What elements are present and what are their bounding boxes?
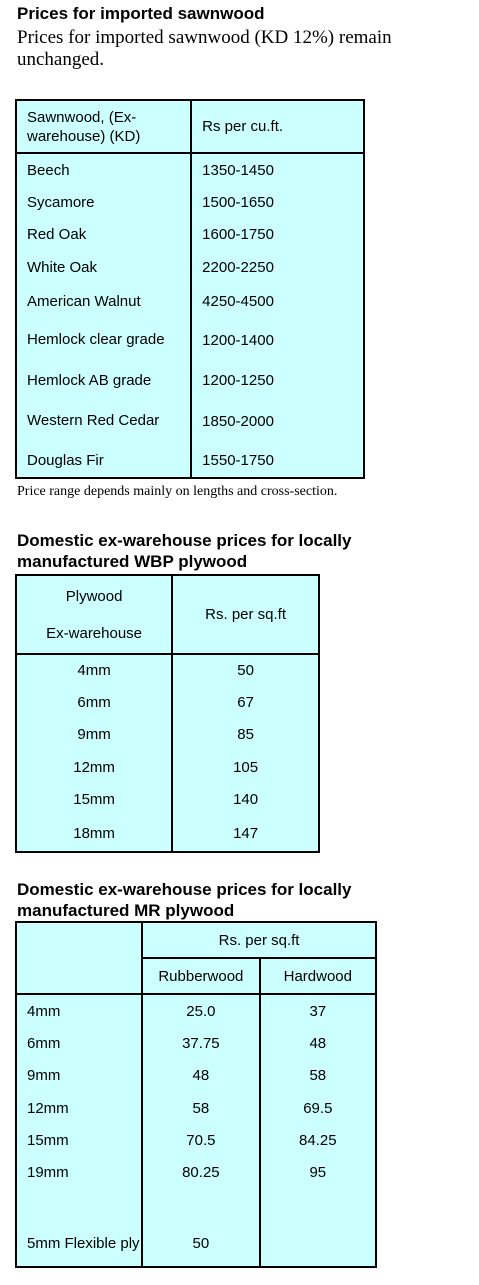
- plywood-size: 9mm: [14, 1059, 144, 1092]
- hardwood-price: 84.25: [258, 1124, 378, 1156]
- table-row: 12mm 58 69.5: [14, 1092, 378, 1124]
- header-plywood-line2: Ex-warehouse: [46, 624, 143, 642]
- rubberwood-price: 58: [141, 1092, 261, 1124]
- rubberwood-price: 37.75: [141, 1027, 261, 1059]
- table-row: 18mm 147: [14, 816, 320, 853]
- sawnwood-title: Prices for imported sawnwood: [17, 4, 265, 23]
- species-name: American Walnut: [14, 283, 193, 319]
- table-row: 9mm 48 58: [14, 1059, 378, 1092]
- header-price-group: Rs. per sq.ft: [141, 921, 377, 959]
- plywood-size: 12mm: [14, 751, 174, 783]
- species-name: Hemlock AB grade: [14, 361, 193, 399]
- table-row: Hemlock AB grade 1200-1250: [14, 361, 365, 399]
- species-price: 1200-1400: [190, 319, 365, 361]
- species-price: 1200-1250: [190, 361, 365, 399]
- species-price: 1350-1450: [190, 153, 365, 186]
- plywood-size: 6mm: [14, 686, 174, 718]
- header-plywood-line1: Plywood: [65, 587, 123, 605]
- table-header-row: Rs. per sq.ft: [14, 921, 377, 995]
- plywood-size: 6mm: [14, 1027, 144, 1059]
- plywood-price: 85: [171, 718, 320, 751]
- species-name: Sycamore: [14, 186, 193, 218]
- plywood-size: 15mm: [14, 783, 174, 816]
- table-row: 12mm 105: [14, 751, 320, 783]
- table-header-row: Sawnwood, (Ex-warehouse) (KD) Rs per cu.…: [14, 99, 365, 154]
- header-hardwood: Hardwood: [258, 957, 378, 995]
- rubberwood-price: 70.5: [141, 1124, 261, 1156]
- table-row: 6mm 37.75 48: [14, 1027, 378, 1059]
- table-header-row: Plywood Ex-warehouse Rs. per sq.ft: [14, 574, 320, 655]
- hardwood-price: [258, 1221, 378, 1268]
- table-row: Sycamore 1500-1650: [14, 186, 365, 218]
- table-row: Douglas Fir 1550-1750: [14, 443, 365, 479]
- header-price: Rs per cu.ft.: [190, 99, 365, 154]
- plywood-price: 140: [171, 783, 320, 816]
- table-row-spacer: [14, 1189, 378, 1221]
- sawnwood-table: Sawnwood, (Ex-warehouse) (KD) Rs per cu.…: [14, 99, 365, 479]
- table-row: 9mm 85: [14, 718, 320, 751]
- species-price: 1500-1650: [190, 186, 365, 218]
- mr-table: Rs. per sq.ft Rubberwood Hardwood 4mm 25…: [14, 921, 378, 1268]
- rubberwood-price: 80.25: [141, 1156, 261, 1189]
- hardwood-price: 48: [258, 1027, 378, 1059]
- plywood-size: 15mm: [14, 1124, 144, 1156]
- species-price: 4250-4500: [190, 283, 365, 319]
- plywood-size: 18mm: [14, 816, 174, 853]
- hardwood-price: 37: [258, 994, 378, 1027]
- rubberwood-price: 48: [141, 1059, 261, 1092]
- header-plywood: Plywood Ex-warehouse: [14, 574, 174, 655]
- table-row: 15mm 140: [14, 783, 320, 816]
- table-row: 19mm 80.25 95: [14, 1156, 378, 1189]
- mr-title: Domestic ex-warehouse prices for locally…: [17, 880, 352, 920]
- species-price: 1850-2000: [190, 399, 365, 443]
- plywood-size: 9mm: [14, 718, 174, 751]
- species-price: 2200-2250: [190, 251, 365, 283]
- species-name: Beech: [14, 153, 193, 186]
- header-rubberwood: Rubberwood: [141, 957, 261, 995]
- plywood-size: 4mm: [14, 654, 174, 686]
- hardwood-price: 69.5: [258, 1092, 378, 1124]
- table-row: Beech 1350-1450: [14, 153, 365, 186]
- table-row: Red Oak 1600-1750: [14, 218, 365, 251]
- species-price: 1600-1750: [190, 218, 365, 251]
- plywood-size: 12mm: [14, 1092, 144, 1124]
- table-row: American Walnut 4250-4500: [14, 283, 365, 319]
- table-row: 5mm Flexible ply 50: [14, 1221, 378, 1268]
- plywood-size: 19mm: [14, 1156, 144, 1189]
- species-name: White Oak: [14, 251, 193, 283]
- rubberwood-price: 25.0: [141, 994, 261, 1027]
- sawnwood-intro: Prices for imported sawnwood (KD 12%) re…: [17, 27, 392, 70]
- table-row: 4mm 25.0 37: [14, 994, 378, 1027]
- species-name: Douglas Fir: [14, 443, 193, 479]
- header-price: Rs. per sq.ft: [171, 574, 320, 655]
- table-row: 4mm 50: [14, 654, 320, 686]
- plywood-size: 4mm: [14, 994, 144, 1027]
- table-row: Western Red Cedar 1850-2000: [14, 399, 365, 443]
- table-row: Hemlock clear grade 1200-1400: [14, 319, 365, 361]
- header-blank: [14, 921, 144, 995]
- plywood-price: 147: [171, 816, 320, 853]
- table-subheader-row: Rubberwood Hardwood: [16, 957, 378, 995]
- species-name: Western Red Cedar: [14, 399, 193, 443]
- rubberwood-price: 50: [141, 1221, 261, 1268]
- species-price: 1550-1750: [190, 443, 365, 479]
- table-row: White Oak 2200-2250: [14, 251, 365, 283]
- wbp-table: Plywood Ex-warehouse Rs. per sq.ft 4mm 5…: [14, 574, 320, 853]
- wbp-title: Domestic ex-warehouse prices for locally…: [17, 531, 352, 571]
- sawnwood-note: Price range depends mainly on lengths an…: [17, 484, 338, 499]
- hardwood-price: 58: [258, 1059, 378, 1092]
- species-name: Red Oak: [14, 218, 193, 251]
- plywood-price: 50: [171, 654, 320, 686]
- plywood-size: 5mm Flexible ply: [14, 1221, 144, 1268]
- table-row: 6mm 67: [14, 686, 320, 718]
- table-row: 15mm 70.5 84.25: [14, 1124, 378, 1156]
- species-name: Hemlock clear grade: [14, 319, 193, 361]
- hardwood-price: 95: [258, 1156, 378, 1189]
- plywood-price: 67: [171, 686, 320, 718]
- header-sawnwood: Sawnwood, (Ex-warehouse) (KD): [14, 99, 193, 154]
- plywood-price: 105: [171, 751, 320, 783]
